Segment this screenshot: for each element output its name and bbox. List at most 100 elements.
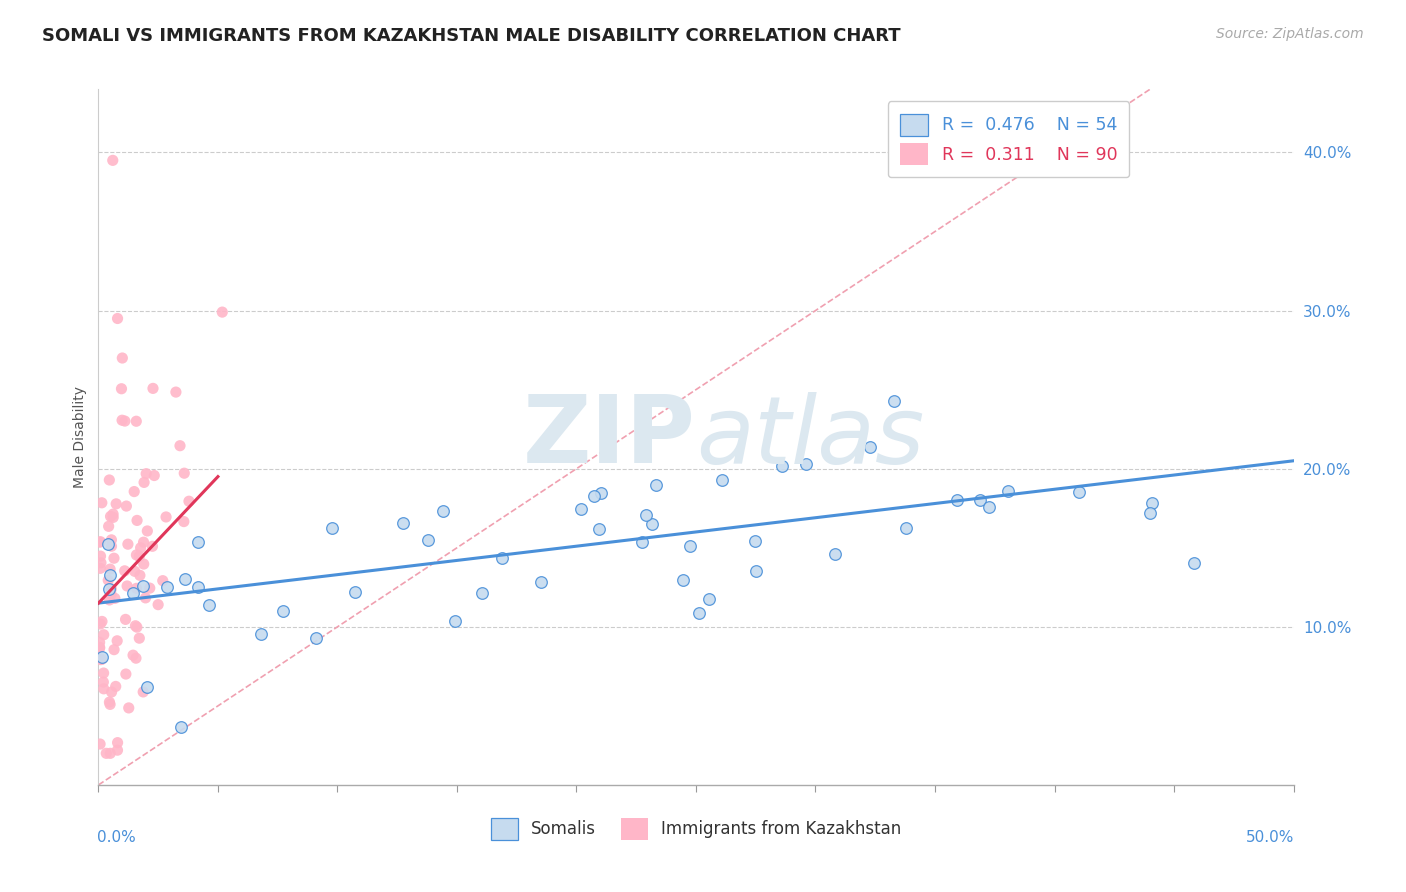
Point [125, 548, 148, 562]
Point [177, 494, 200, 508]
Point [98, 473, 121, 487]
Point [89, 635, 111, 649]
Point [173, 515, 195, 529]
Point [125, 582, 148, 596]
Point [124, 565, 146, 579]
Point [796, 457, 818, 471]
Point [98, 698, 121, 712]
Point [139, 581, 162, 595]
Point [91, 650, 114, 665]
Point [711, 473, 734, 487]
Point [105, 497, 128, 511]
Point [117, 537, 139, 551]
Text: 50.0%: 50.0% [1246, 830, 1295, 846]
Point [211, 305, 233, 319]
Point [107, 311, 129, 326]
Point [132, 557, 155, 571]
Point [894, 521, 917, 535]
Point [89, 549, 111, 563]
Point [114, 564, 136, 578]
Point [97, 574, 120, 588]
Point [343, 585, 366, 599]
Point [634, 508, 657, 522]
Point [89, 737, 111, 751]
Point [89, 617, 111, 632]
Point [589, 485, 612, 500]
Point [491, 550, 513, 565]
Point [93, 675, 115, 690]
Point [170, 720, 193, 734]
Point [198, 598, 221, 612]
Point [641, 516, 664, 531]
Point [100, 539, 122, 553]
Point [173, 466, 195, 480]
Point [89, 534, 111, 549]
Point [90, 496, 112, 510]
Point [128, 549, 150, 564]
Point [156, 580, 179, 594]
Point [111, 413, 134, 427]
Point [100, 533, 122, 547]
Point [979, 500, 1001, 514]
Point [93, 681, 115, 696]
Point [271, 604, 294, 618]
Text: 0.0%: 0.0% [97, 830, 136, 846]
Text: ZIP: ZIP [523, 391, 696, 483]
Point [135, 467, 157, 481]
Text: Source: ZipAtlas.com: Source: ZipAtlas.com [1216, 27, 1364, 41]
Point [101, 510, 124, 524]
Point [142, 381, 165, 395]
Point [125, 620, 148, 634]
Point [90, 652, 112, 666]
Point [115, 667, 138, 681]
Point [96, 747, 118, 761]
Point [688, 606, 710, 620]
Point [155, 510, 177, 524]
Point [969, 492, 991, 507]
Point [122, 648, 145, 663]
Point [443, 614, 465, 628]
Point [569, 501, 592, 516]
Point [98, 747, 121, 761]
Point [187, 535, 209, 549]
Point [115, 579, 138, 593]
Point [100, 509, 122, 524]
Point [672, 573, 695, 587]
Point [98, 695, 121, 709]
Point [997, 484, 1019, 499]
Point [125, 651, 148, 665]
Point [89, 561, 111, 575]
Point [169, 439, 191, 453]
Point [946, 493, 969, 508]
Point [122, 484, 145, 499]
Point [115, 499, 138, 513]
Point [132, 685, 155, 699]
Point [100, 587, 122, 601]
Point [132, 475, 155, 490]
Point [141, 539, 163, 553]
Point [165, 385, 187, 400]
Point [103, 642, 125, 657]
Point [129, 541, 152, 555]
Point [118, 701, 141, 715]
Point [111, 351, 134, 365]
Point [128, 568, 150, 582]
Point [132, 579, 155, 593]
Legend: Somalis, Immigrants from Kazakhstan: Somalis, Immigrants from Kazakhstan [484, 812, 908, 847]
Point [98, 562, 121, 576]
Point [1184, 556, 1206, 570]
Point [105, 633, 128, 648]
Point [91, 615, 114, 629]
Point [432, 504, 454, 518]
Point [100, 685, 122, 699]
Point [89, 641, 111, 656]
Point [1142, 496, 1164, 510]
Point [321, 521, 343, 535]
Point [107, 743, 129, 757]
Point [173, 572, 195, 586]
Point [530, 574, 553, 589]
Point [1139, 507, 1161, 521]
Point [744, 533, 766, 548]
Point [679, 539, 702, 553]
Point [152, 574, 174, 588]
